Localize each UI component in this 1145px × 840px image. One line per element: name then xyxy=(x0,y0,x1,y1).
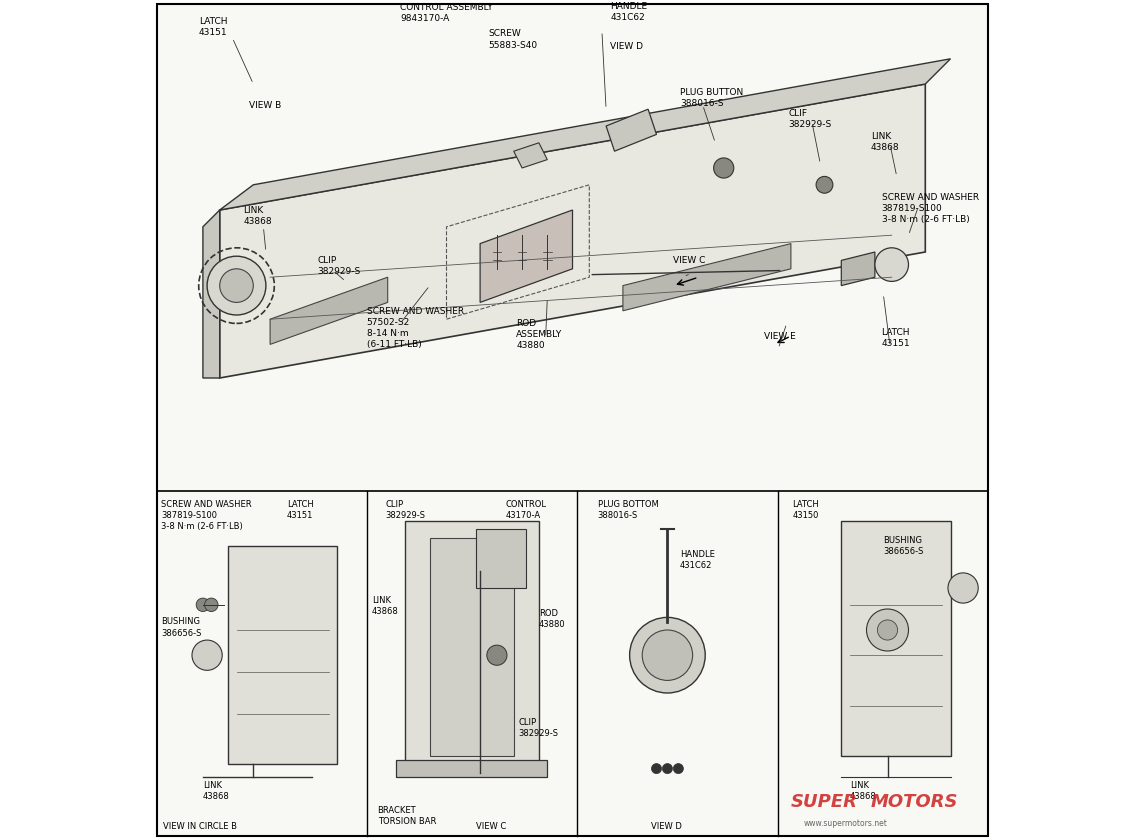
Text: LINK
43868: LINK 43868 xyxy=(203,781,230,801)
Text: BRACKET
TORSION BAR: BRACKET TORSION BAR xyxy=(378,806,436,827)
Circle shape xyxy=(713,158,734,178)
Text: CLIP
382929-S: CLIP 382929-S xyxy=(385,500,425,520)
Text: BUSHING
386656-S: BUSHING 386656-S xyxy=(883,536,924,556)
Text: SCREW AND WASHER
387819-S100
3-8 N·m (2-6 FT·LB): SCREW AND WASHER 387819-S100 3-8 N·m (2-… xyxy=(882,193,979,224)
Text: VIEW E: VIEW E xyxy=(764,332,796,341)
Text: ROD
43880: ROD 43880 xyxy=(539,609,566,629)
Circle shape xyxy=(673,764,684,774)
Polygon shape xyxy=(842,252,875,286)
Text: LATCH
43151: LATCH 43151 xyxy=(882,328,910,348)
Polygon shape xyxy=(396,760,547,777)
Text: SUPER: SUPER xyxy=(791,793,858,811)
Polygon shape xyxy=(203,210,220,378)
Circle shape xyxy=(487,645,507,665)
Polygon shape xyxy=(404,521,539,773)
Text: LINK
43868: LINK 43868 xyxy=(850,781,876,801)
Text: VIEW D: VIEW D xyxy=(650,822,681,831)
Circle shape xyxy=(196,598,210,612)
Text: MOTORS: MOTORS xyxy=(870,793,958,811)
Polygon shape xyxy=(220,84,925,378)
Polygon shape xyxy=(606,109,656,151)
Bar xyxy=(476,529,527,588)
Text: LATCH
43151: LATCH 43151 xyxy=(199,17,228,37)
Text: VIEW B: VIEW B xyxy=(250,101,282,110)
Circle shape xyxy=(948,573,978,603)
Text: SCREW AND WASHER
387819-S100
3-8 N·m (2-6 FT·LB): SCREW AND WASHER 387819-S100 3-8 N·m (2-… xyxy=(161,500,252,531)
Text: CLIP
382929-S: CLIP 382929-S xyxy=(317,256,361,276)
Text: LINK
43868: LINK 43868 xyxy=(372,596,398,617)
Text: CONTROL
43170-A: CONTROL 43170-A xyxy=(505,500,546,520)
Text: CONTROL ASSEMBLY
9843170-A: CONTROL ASSEMBLY 9843170-A xyxy=(401,3,493,23)
Polygon shape xyxy=(429,538,514,756)
Text: VIEW C: VIEW C xyxy=(476,822,506,831)
Text: VIEW D: VIEW D xyxy=(610,42,643,51)
Text: SCREW
55883-S40: SCREW 55883-S40 xyxy=(489,29,538,50)
Text: ROD
ASSEMBLY
43880: ROD ASSEMBLY 43880 xyxy=(516,319,562,350)
Circle shape xyxy=(877,620,898,640)
Circle shape xyxy=(642,630,693,680)
Text: PLUG BUTTON
388016-S: PLUG BUTTON 388016-S xyxy=(680,88,743,108)
Text: LATCH
43151: LATCH 43151 xyxy=(287,500,314,520)
Text: BUSHING
386656-S: BUSHING 386656-S xyxy=(161,617,202,638)
Text: CLIP
382929-S: CLIP 382929-S xyxy=(519,718,559,738)
Polygon shape xyxy=(270,277,388,344)
Circle shape xyxy=(875,248,908,281)
Text: CLIF
382929-S: CLIF 382929-S xyxy=(789,109,831,129)
Circle shape xyxy=(630,617,705,693)
Text: SCREW AND WASHER
57502-S2
8-14 N·m
(6-11 FT·LB): SCREW AND WASHER 57502-S2 8-14 N·m (6-11… xyxy=(366,307,464,349)
Circle shape xyxy=(220,269,253,302)
Text: HANDLE
431C62: HANDLE 431C62 xyxy=(610,2,647,22)
Polygon shape xyxy=(514,143,547,168)
Circle shape xyxy=(652,764,662,774)
Circle shape xyxy=(816,176,832,193)
Circle shape xyxy=(192,640,222,670)
Polygon shape xyxy=(220,59,950,210)
Circle shape xyxy=(867,609,908,651)
Text: VIEW IN CIRCLE B: VIEW IN CIRCLE B xyxy=(163,822,237,831)
Polygon shape xyxy=(228,546,338,764)
Text: PLUG BOTTOM
388016-S: PLUG BOTTOM 388016-S xyxy=(598,500,658,520)
Polygon shape xyxy=(623,244,791,311)
Text: HANDLE
431C62: HANDLE 431C62 xyxy=(680,550,714,570)
Text: VIEW C: VIEW C xyxy=(673,256,705,265)
Polygon shape xyxy=(480,210,572,302)
Circle shape xyxy=(207,256,266,315)
Text: www.supermotors.net: www.supermotors.net xyxy=(804,819,887,827)
Text: LATCH
43150: LATCH 43150 xyxy=(792,500,820,520)
Circle shape xyxy=(205,598,218,612)
Circle shape xyxy=(662,764,672,774)
Text: LINK
43868: LINK 43868 xyxy=(243,206,271,226)
Polygon shape xyxy=(842,521,950,756)
Text: LINK
43868: LINK 43868 xyxy=(870,132,899,152)
